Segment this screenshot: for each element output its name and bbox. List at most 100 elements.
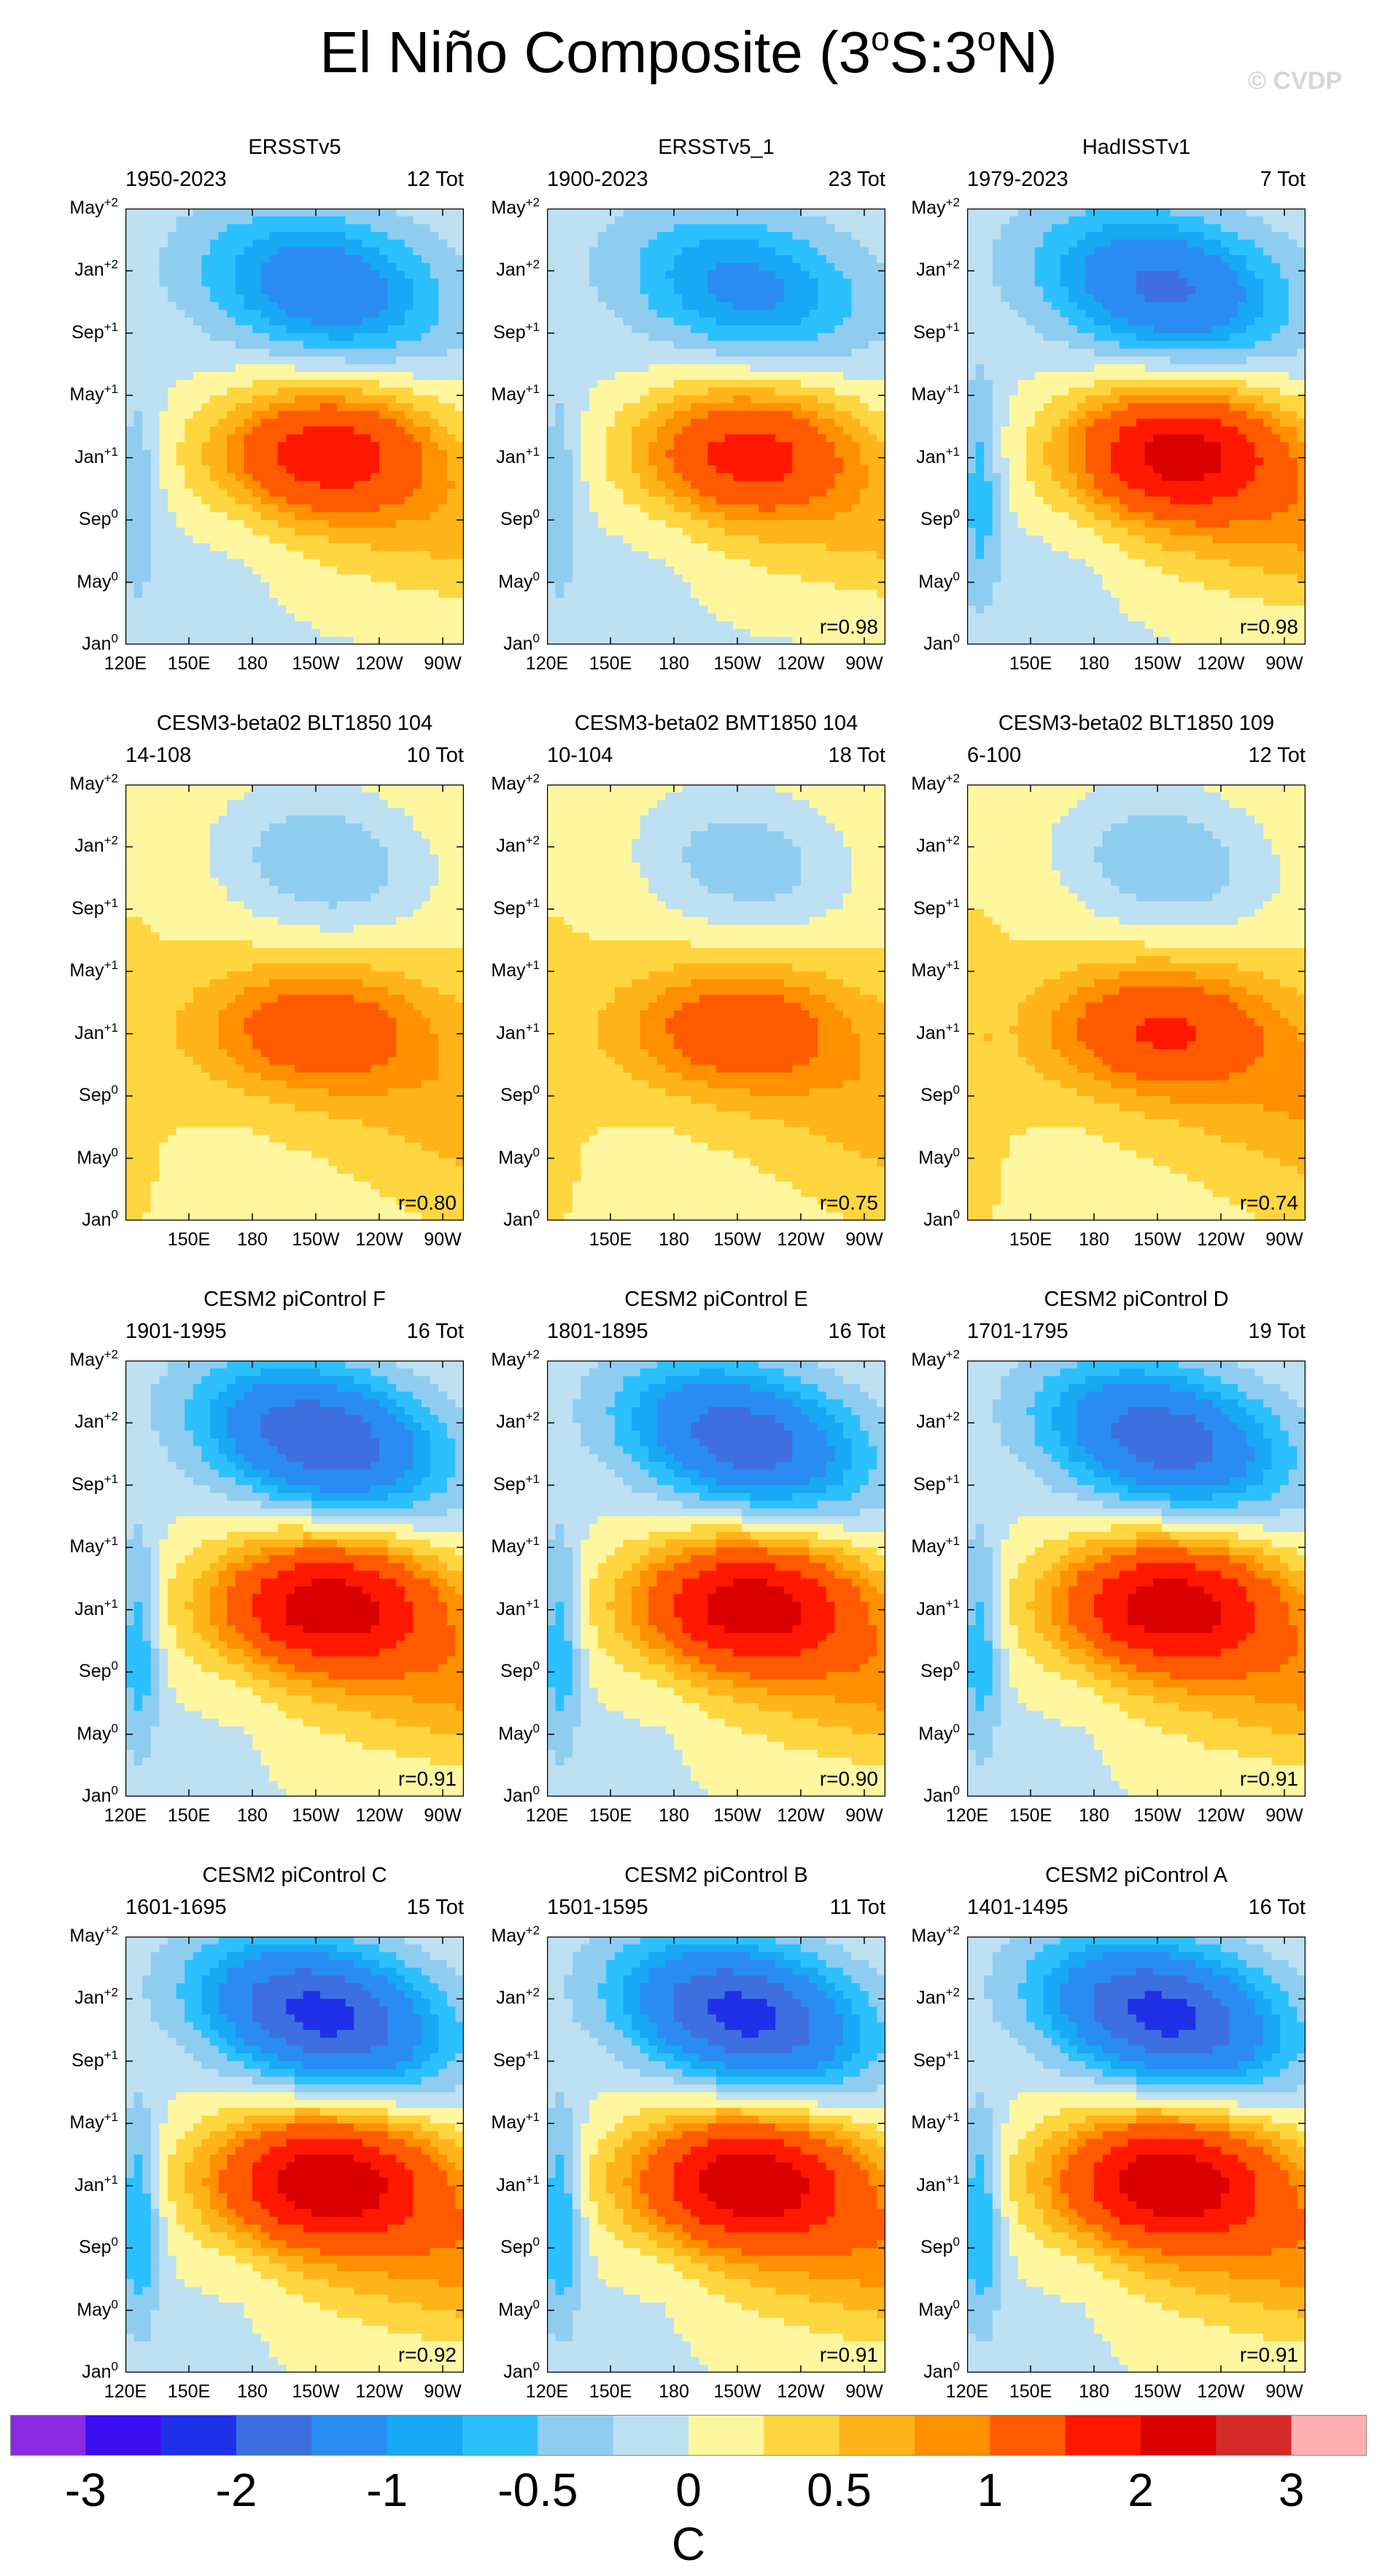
heatmap-cell bbox=[665, 527, 675, 537]
heatmap-cell bbox=[354, 620, 363, 630]
heatmap-cell bbox=[750, 629, 759, 637]
heatmap-cell bbox=[783, 341, 793, 349]
heatmap-cell bbox=[877, 317, 885, 326]
heatmap-cell bbox=[826, 372, 835, 381]
heatmap-cell bbox=[699, 473, 708, 482]
heatmap-cell bbox=[707, 543, 717, 552]
heatmap-cell bbox=[159, 309, 168, 319]
heatmap-cell bbox=[547, 309, 556, 319]
heatmap-cell bbox=[741, 302, 750, 311]
heatmap-cell bbox=[244, 520, 253, 529]
heatmap-cell bbox=[354, 387, 363, 396]
heatmap-cell bbox=[277, 286, 287, 295]
heatmap-cell bbox=[422, 442, 431, 451]
heatmap-cell bbox=[396, 427, 406, 435]
heatmap-cell bbox=[868, 410, 877, 419]
heatmap-cell bbox=[699, 216, 708, 225]
heatmap-cell bbox=[404, 434, 414, 443]
heatmap-cell bbox=[589, 450, 599, 459]
heatmap-cell bbox=[759, 605, 768, 614]
heatmap-cell bbox=[133, 559, 143, 567]
heatmap-cell bbox=[656, 325, 666, 334]
heatmap-cell bbox=[387, 410, 397, 419]
heatmap-cell bbox=[1128, 247, 1137, 256]
heatmap-cell bbox=[303, 559, 312, 567]
heatmap-cell bbox=[379, 402, 389, 412]
heatmap-cell bbox=[707, 527, 717, 537]
heatmap-cell bbox=[547, 473, 556, 482]
heatmap-cell bbox=[818, 224, 827, 233]
heatmap-cell bbox=[277, 637, 287, 645]
heatmap-cell bbox=[371, 457, 380, 466]
heatmap-cell bbox=[851, 613, 861, 622]
heatmap-cell bbox=[176, 224, 185, 233]
heatmap-cell bbox=[691, 419, 700, 427]
heatmap-cell bbox=[1144, 279, 1154, 287]
heatmap-cell bbox=[328, 271, 338, 279]
heatmap-cell bbox=[783, 457, 793, 466]
heatmap-cell bbox=[303, 427, 312, 435]
heatmap-cell bbox=[775, 527, 785, 537]
heatmap-cell bbox=[564, 427, 573, 435]
heatmap-cell bbox=[235, 489, 244, 497]
heatmap-cell bbox=[185, 255, 194, 264]
heatmap-cell bbox=[640, 489, 649, 497]
heatmap-cell bbox=[295, 489, 304, 497]
heatmap-cell bbox=[159, 341, 168, 349]
heatmap-cell bbox=[792, 582, 802, 591]
heatmap-cell bbox=[201, 597, 211, 607]
heatmap-cell bbox=[354, 262, 363, 272]
heatmap-cell bbox=[295, 450, 304, 459]
heatmap-cell bbox=[371, 317, 380, 326]
heatmap-cell bbox=[252, 442, 262, 451]
heatmap-cell bbox=[244, 387, 253, 396]
heatmap-cell bbox=[193, 597, 202, 607]
heatmap-cell bbox=[159, 419, 168, 427]
heatmap-cell bbox=[446, 262, 456, 272]
heatmap-cell bbox=[1102, 271, 1112, 279]
heatmap-cell bbox=[422, 559, 431, 567]
heatmap-cell bbox=[218, 356, 228, 365]
heatmap-cell bbox=[362, 582, 371, 591]
heatmap-cell bbox=[1034, 262, 1044, 272]
heatmap-cell bbox=[767, 442, 776, 451]
heatmap-cell bbox=[1102, 232, 1112, 241]
heatmap-cell bbox=[597, 332, 607, 342]
heatmap-cell bbox=[176, 402, 185, 412]
heatmap-cell bbox=[277, 473, 287, 482]
heatmap-cell bbox=[235, 597, 244, 607]
heatmap-cell bbox=[572, 613, 581, 622]
heatmap-cell bbox=[371, 465, 380, 474]
heatmap-cell bbox=[303, 349, 312, 357]
heatmap-cell bbox=[371, 255, 380, 264]
heatmap-cell bbox=[404, 567, 414, 575]
heatmap-cell bbox=[975, 224, 985, 233]
heatmap-cell bbox=[767, 302, 776, 311]
heatmap-cell bbox=[809, 239, 818, 248]
heatmap-cell bbox=[597, 527, 607, 537]
heatmap-cell bbox=[724, 349, 734, 357]
heatmap-cell bbox=[150, 574, 160, 583]
heatmap-cell bbox=[792, 567, 802, 575]
heatmap-cell bbox=[699, 332, 708, 342]
heatmap-cell bbox=[699, 543, 708, 552]
heatmap-cell bbox=[614, 372, 624, 381]
heatmap-cell bbox=[277, 597, 287, 607]
heatmap-cell bbox=[775, 512, 785, 521]
heatmap-cell bbox=[640, 364, 649, 373]
heatmap-cell bbox=[767, 613, 776, 622]
heatmap-cell bbox=[455, 497, 464, 505]
heatmap-cell bbox=[699, 302, 708, 311]
heatmap-cell bbox=[303, 442, 312, 451]
heatmap-cell bbox=[843, 247, 853, 256]
heatmap-cell bbox=[277, 309, 287, 319]
heatmap-cell bbox=[975, 209, 985, 217]
heatmap-cell bbox=[422, 224, 431, 233]
heatmap-cell bbox=[159, 402, 168, 412]
heatmap-cell bbox=[564, 379, 573, 389]
panel-title: HadISSTv1 bbox=[967, 136, 1306, 160]
heatmap-cell bbox=[354, 317, 363, 326]
heatmap-cell bbox=[750, 379, 759, 389]
heatmap-cell bbox=[159, 527, 168, 537]
heatmap-cell bbox=[446, 629, 456, 637]
